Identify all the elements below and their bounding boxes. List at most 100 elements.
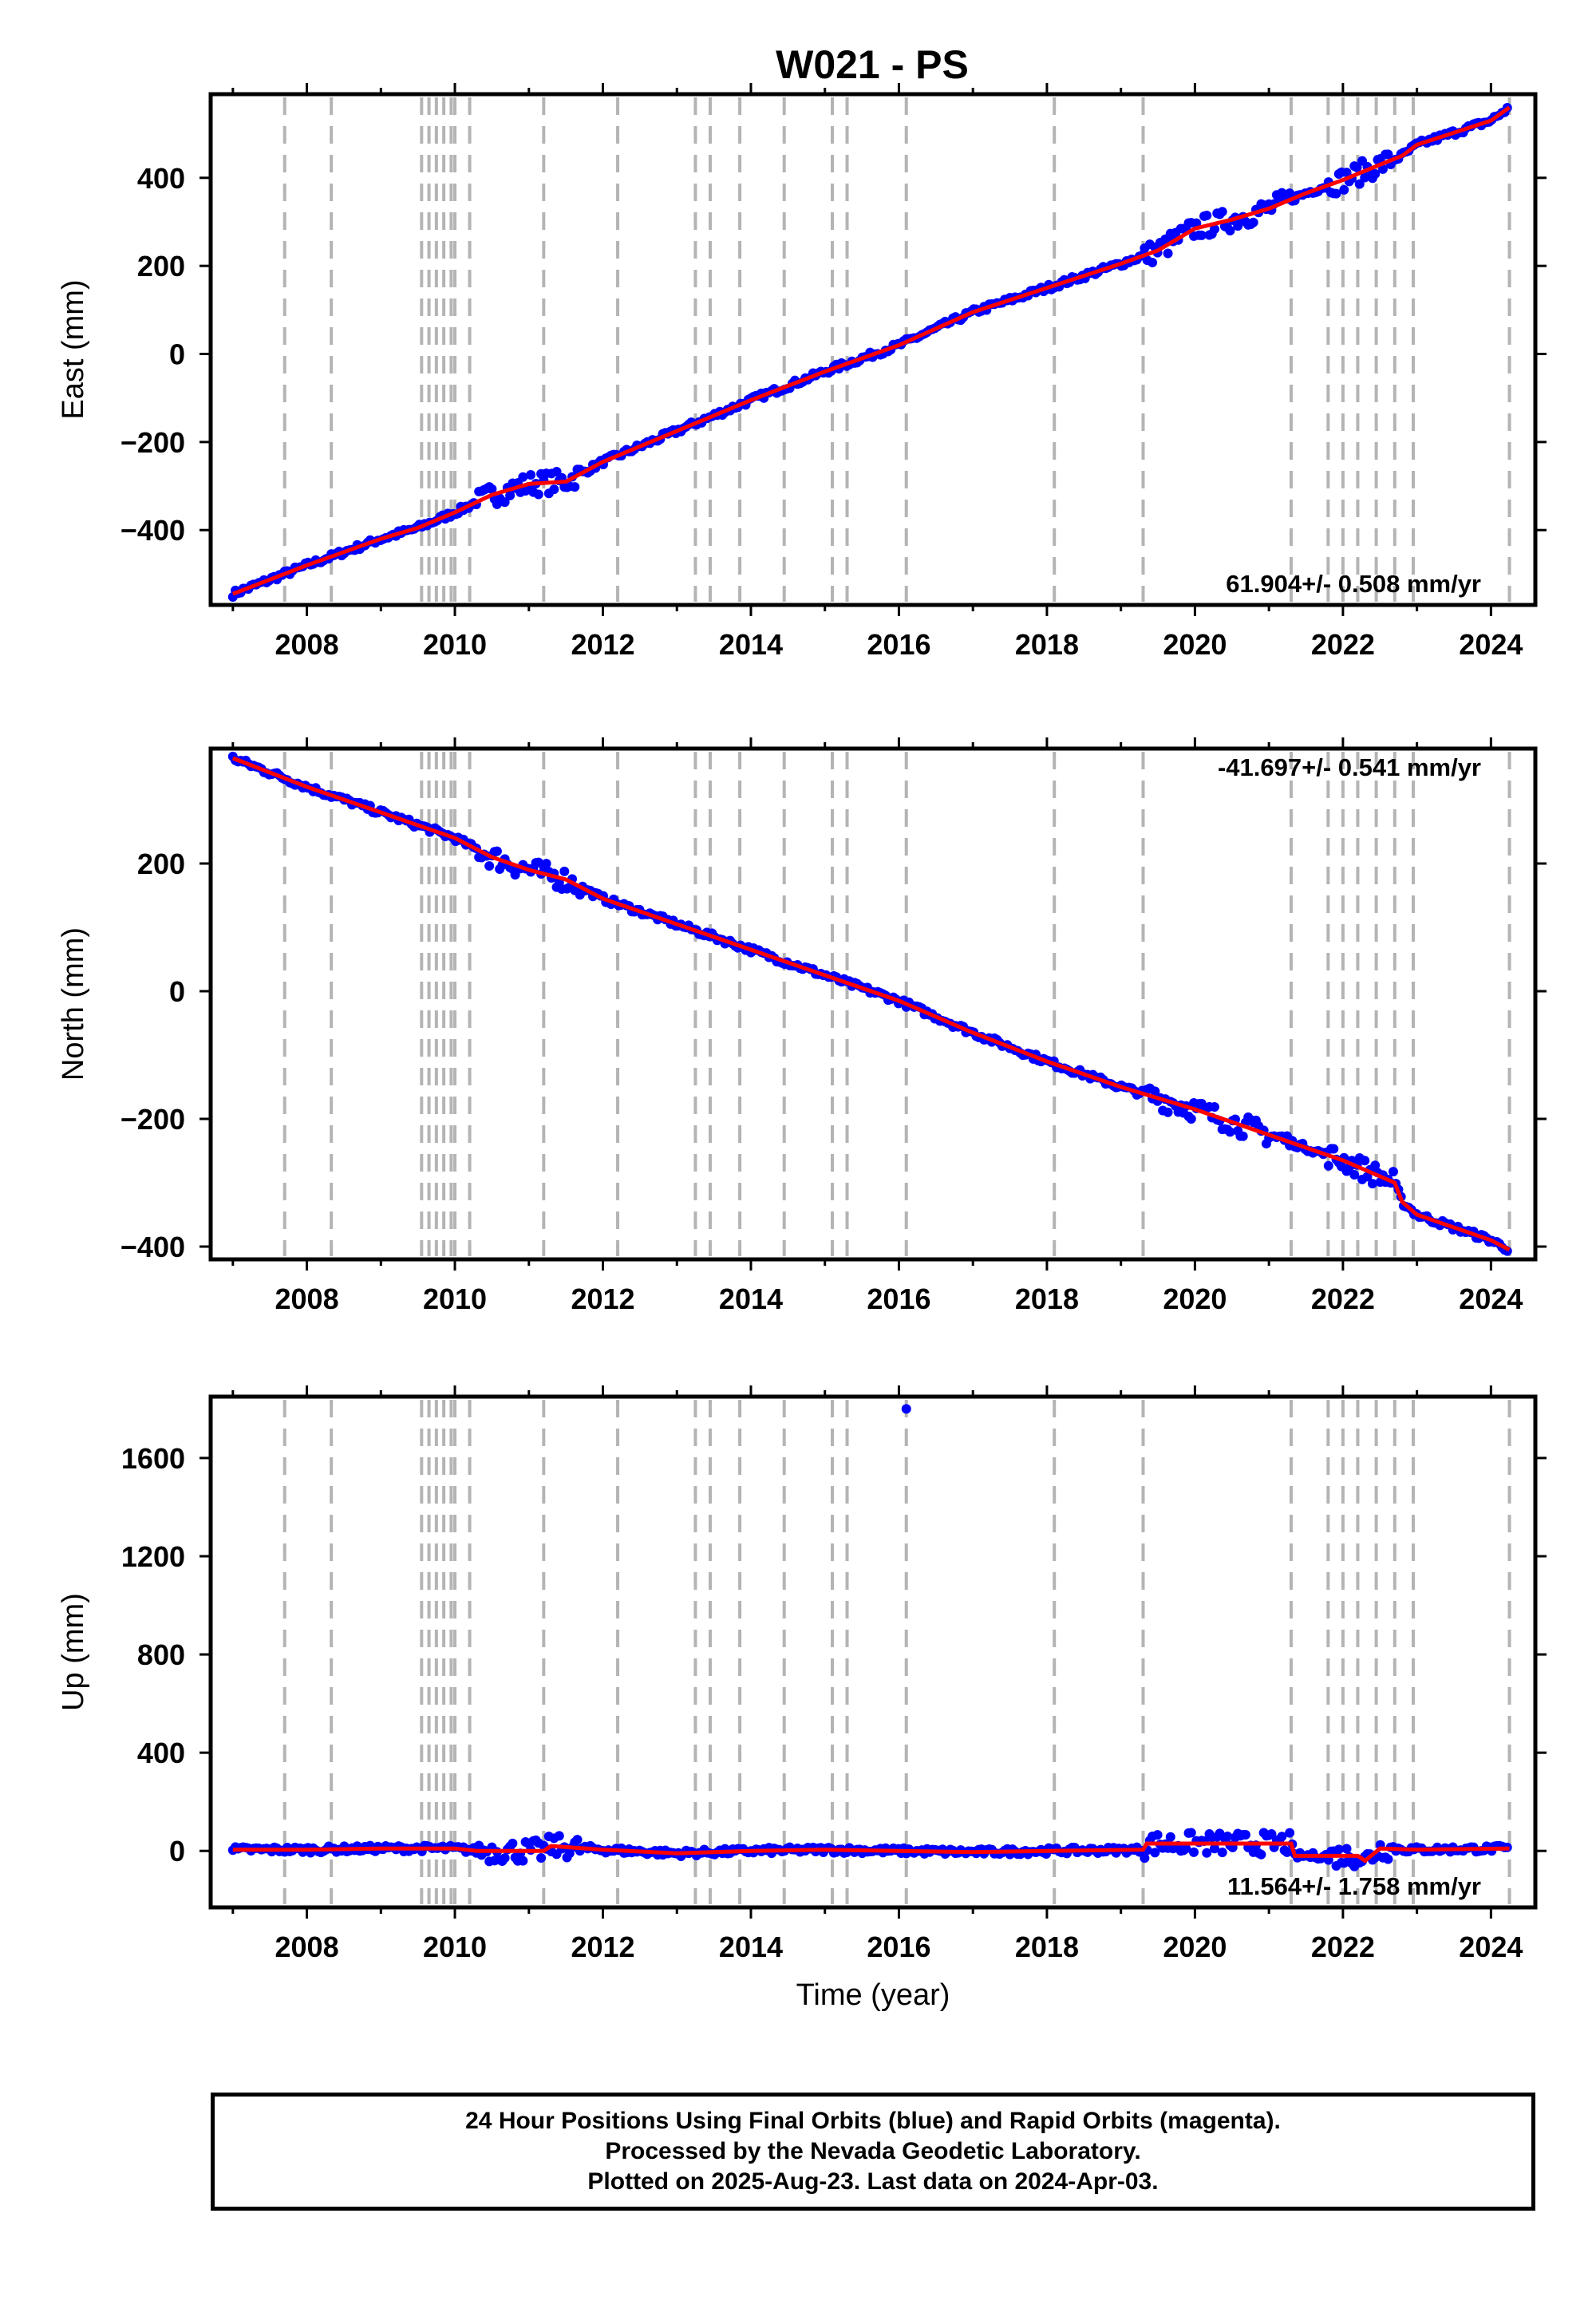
y-tick-label: 0	[169, 1835, 185, 1867]
x-tick-label: 2016	[867, 1931, 930, 1963]
data-point	[500, 1853, 510, 1863]
y-tick-label: 800	[137, 1638, 185, 1671]
x-tick-label: 2024	[1459, 1931, 1523, 1963]
y-tick-label: 1200	[121, 1540, 185, 1573]
data-point	[1349, 1170, 1360, 1180]
data-point	[1248, 217, 1258, 227]
data-point	[1165, 1832, 1175, 1842]
x-tick-label: 2024	[1459, 1282, 1523, 1315]
data-point	[505, 490, 516, 500]
model-fit-line	[232, 1841, 1510, 1863]
data-point	[1360, 1156, 1370, 1166]
x-tick-label: 2022	[1311, 628, 1375, 661]
y-axis-label: East (mm)	[57, 279, 90, 419]
x-tick-label: 2016	[867, 1282, 930, 1315]
data-point	[1329, 1144, 1339, 1154]
outlier-point	[901, 1404, 911, 1414]
data-point	[1163, 1107, 1173, 1117]
x-tick-label: 2018	[1015, 1931, 1079, 1963]
footer-box: 24 Hour Positions Using Final Orbits (bl…	[211, 2093, 1535, 2211]
model-fit-line	[231, 756, 1511, 1252]
data-point	[1323, 1160, 1333, 1171]
data-point	[1186, 1828, 1196, 1838]
x-tick-label: 2010	[423, 628, 487, 661]
data-point	[1209, 1102, 1219, 1113]
x-tick-label: 2024	[1459, 628, 1523, 661]
data-point	[518, 472, 528, 482]
data-point	[1209, 1844, 1219, 1854]
velocity-label: 11.564+/- 1.758 mm/yr	[1227, 1872, 1481, 1900]
data-point	[1202, 210, 1212, 220]
data-point	[1383, 1854, 1393, 1864]
y-tick-label: −200	[120, 426, 185, 459]
x-tick-label: 2020	[1163, 1931, 1227, 1963]
x-tick-label: 2008	[275, 1282, 339, 1315]
data-point	[1225, 1127, 1235, 1137]
y-tick-label: 400	[137, 162, 185, 195]
data-point	[1225, 226, 1235, 236]
y-tick-label: −400	[120, 514, 185, 547]
y-tick-label: 200	[137, 848, 185, 880]
x-tick-label: 2014	[719, 1931, 783, 1963]
y-tick-label: 400	[137, 1737, 185, 1769]
x-tick-label: 2012	[571, 628, 634, 661]
x-tick-label: 2014	[719, 1282, 783, 1315]
data-point	[500, 497, 510, 508]
data-point	[1341, 1844, 1352, 1854]
data-point	[1388, 1167, 1398, 1177]
y-tick-label: −200	[120, 1103, 185, 1136]
data-point	[1140, 1853, 1150, 1863]
up-panel: 2008 2010 2012 2014 2016 2018 2020 2022 2024 1600…	[57, 1385, 1547, 2012]
data-point	[570, 482, 580, 492]
data-point	[1370, 169, 1381, 180]
data-point	[1217, 207, 1227, 217]
data-point	[526, 470, 536, 480]
chart-title: W021 - PS	[776, 42, 969, 87]
data-point	[554, 1831, 564, 1841]
y-tick-label: −400	[120, 1231, 185, 1263]
data-point	[536, 1852, 547, 1863]
y-axis-label: North (mm)	[57, 927, 90, 1081]
data-point	[1285, 1828, 1295, 1838]
x-tick-label: 2008	[275, 628, 339, 661]
data-point	[1152, 1830, 1163, 1840]
x-tick-label: 2022	[1311, 1282, 1375, 1315]
data-point	[1282, 1847, 1292, 1857]
data-point	[1148, 257, 1158, 267]
data-point	[1189, 1847, 1199, 1857]
data-point	[572, 1835, 583, 1845]
model-fit-line	[231, 105, 1511, 596]
y-tick-label: 1600	[121, 1442, 185, 1475]
footer-line-2: Processed by the Nevada Geodetic Laborat…	[605, 2138, 1141, 2164]
x-tick-label: 2014	[719, 628, 783, 661]
plot-frame	[208, 746, 1538, 1262]
x-tick-label: 2020	[1163, 1282, 1227, 1315]
x-tick-label: 2008	[275, 1931, 339, 1963]
data-point	[1285, 188, 1295, 199]
data-point	[1360, 172, 1370, 183]
data-point	[487, 484, 497, 494]
x-tick-label: 2022	[1311, 1931, 1375, 1963]
x-tick-label: 2010	[423, 1282, 487, 1315]
y-tick-label: 0	[169, 338, 185, 371]
velocity-label: 61.904+/- 0.508 mm/yr	[1226, 570, 1481, 598]
data-point	[559, 866, 570, 876]
data-point	[492, 846, 502, 856]
footer-line-1: 24 Hour Positions Using Final Orbits (bl…	[465, 2108, 1281, 2134]
x-tick-label: 2012	[571, 1931, 634, 1963]
data-point	[1209, 224, 1219, 235]
data-point	[1238, 1131, 1248, 1141]
data-point	[484, 861, 495, 871]
data-point	[533, 489, 543, 500]
data-point	[1339, 184, 1349, 195]
data-point	[518, 1856, 528, 1866]
data-point	[1370, 1160, 1381, 1171]
x-tick-label: 2018	[1015, 1282, 1079, 1315]
data-point	[1196, 230, 1207, 240]
velocity-label: -41.697+/- 0.541 mm/yr	[1218, 753, 1481, 781]
x-axis-label: Time (year)	[796, 1978, 950, 2012]
data-point	[1223, 1831, 1233, 1841]
data-point	[1256, 1849, 1266, 1860]
data-point	[1181, 1844, 1191, 1854]
